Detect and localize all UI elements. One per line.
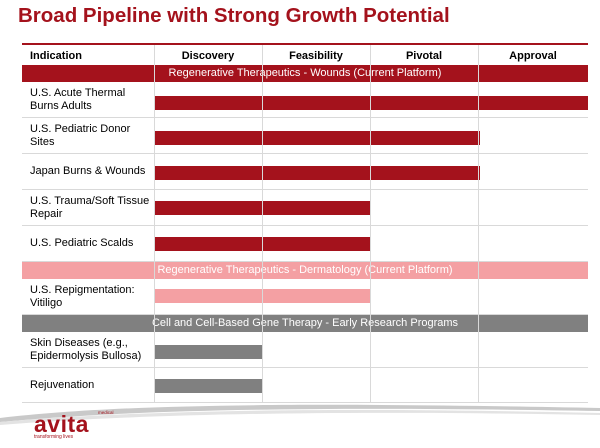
row-indication-label: U.S. Trauma/Soft Tissue Repair	[22, 190, 154, 226]
progress-bar	[154, 379, 263, 393]
row-stage-grid	[154, 368, 588, 403]
row-stage-grid	[154, 190, 588, 226]
row-indication-label: U.S. Pediatric Donor Sites	[22, 118, 154, 154]
header-indication: Indication	[30, 50, 82, 62]
table-row: U.S. Pediatric Scalds	[22, 226, 588, 262]
table-row: U.S. Trauma/Soft Tissue Repair	[22, 190, 588, 226]
row-indication-label: U.S. Repigmentation: Vitiligo	[22, 279, 154, 315]
stage-divider	[262, 45, 263, 403]
header-stage-approval: Approval	[509, 50, 557, 62]
section-dermatology: Regenerative Therapeutics - Dermatology …	[22, 262, 588, 279]
progress-bar	[154, 96, 588, 110]
logo-small-text: medical	[98, 410, 114, 415]
row-stage-grid	[154, 118, 588, 154]
header-stage-discovery: Discovery	[181, 50, 235, 62]
row-indication-label: U.S. Pediatric Scalds	[22, 226, 154, 262]
pipeline-table: Indication Discovery Feasibility Pivotal…	[22, 43, 588, 403]
stage-divider	[154, 45, 155, 403]
table-row: Skin Diseases (e.g., Epidermolysis Bullo…	[22, 332, 588, 368]
row-stage-grid	[154, 332, 588, 368]
table-row: U.S. Pediatric Donor Sites	[22, 118, 588, 154]
row-indication-label: Japan Burns & Wounds	[22, 154, 154, 190]
row-stage-grid	[154, 226, 588, 262]
logo-tagline: transforming lives	[34, 434, 74, 440]
header-rule	[22, 43, 588, 45]
stage-divider	[370, 45, 371, 403]
section-wounds: Regenerative Therapeutics - Wounds (Curr…	[22, 65, 588, 82]
row-stage-grid	[154, 279, 588, 315]
section-cell-gene-therapy: Cell and Cell-Based Gene Therapy - Early…	[22, 315, 588, 332]
row-indication-label: Skin Diseases (e.g., Epidermolysis Bullo…	[22, 332, 154, 368]
progress-bar	[154, 131, 480, 145]
table-row: Rejuvenation	[22, 368, 588, 403]
stage-divider	[478, 45, 479, 403]
footer-swoosh-graphic	[0, 404, 600, 425]
row-indication-label: U.S. Acute Thermal Burns Adults	[22, 82, 154, 118]
table-row: U.S. Repigmentation: Vitiligo	[22, 279, 588, 315]
company-logo: avita medical transforming lives	[34, 410, 114, 440]
header-stage-feasibility: Feasibility	[289, 50, 343, 62]
progress-bar	[154, 345, 263, 359]
logo-wordmark: avita	[34, 411, 89, 437]
row-indication-label: Rejuvenation	[22, 368, 154, 403]
row-stage-grid	[154, 82, 588, 118]
table-row: Japan Burns & Wounds	[22, 154, 588, 190]
table-row: U.S. Acute Thermal Burns Adults	[22, 82, 588, 118]
page-title: Broad Pipeline with Strong Growth Potent…	[18, 4, 450, 27]
progress-bar	[154, 166, 480, 180]
header-stage-pivotal: Pivotal	[405, 50, 443, 62]
row-stage-grid	[154, 154, 588, 190]
